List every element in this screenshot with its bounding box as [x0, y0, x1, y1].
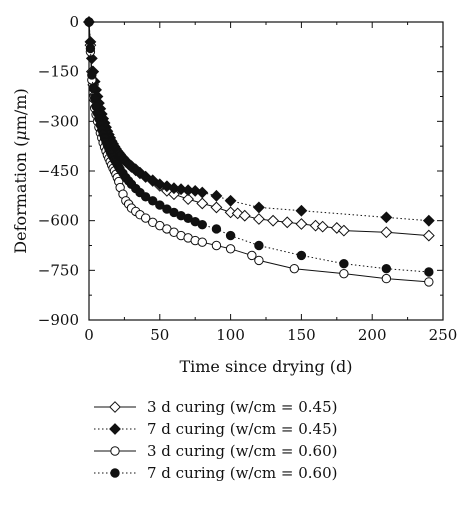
y-tick-label: −150	[38, 63, 79, 81]
data-point	[330, 222, 343, 234]
y-tick-label: −600	[38, 212, 79, 230]
data-point	[225, 244, 236, 254]
data-point	[281, 216, 294, 229]
data-point	[289, 263, 300, 274]
data-point	[211, 224, 222, 234]
legend-marker	[109, 423, 121, 435]
data-point	[84, 17, 94, 27]
data-point	[168, 182, 180, 195]
data-point	[381, 263, 392, 274]
legend-label: 3 d curing (w/cm = 0.45)	[147, 398, 337, 416]
legend-item: 7 d curing (w/cm = 0.45)	[94, 420, 337, 438]
data-point	[380, 211, 393, 224]
data-point	[225, 230, 236, 241]
data-point	[85, 52, 98, 65]
data-point	[168, 188, 180, 201]
data-point	[140, 192, 151, 202]
data-point	[140, 213, 151, 223]
legend-marker	[110, 468, 120, 478]
y-tick-label: −750	[38, 261, 79, 279]
data-point	[267, 214, 279, 227]
data-point	[196, 186, 209, 199]
legend-item: 7 d curing (w/cm = 0.60)	[94, 464, 337, 482]
legend-label: 3 d curing (w/cm = 0.60)	[147, 442, 337, 460]
y-axis-title-prefix: Deformation (	[11, 141, 30, 254]
x-tick-label: 150	[287, 326, 316, 344]
y-tick-label: −450	[38, 162, 79, 180]
data-point	[316, 220, 329, 233]
series-layer	[83, 16, 435, 287]
data-point	[155, 200, 165, 210]
data-point	[339, 268, 349, 279]
data-point	[175, 183, 187, 196]
data-point	[424, 267, 434, 277]
data-point	[224, 206, 237, 219]
series-line	[88, 21, 429, 273]
x-axis-title: Time since drying (d)	[179, 357, 352, 376]
x-tick-label: 250	[429, 326, 458, 344]
data-point	[210, 201, 223, 214]
y-axis-title-mu: μ	[11, 130, 30, 140]
data-point	[182, 193, 195, 206]
x-tick-label: 100	[216, 326, 245, 344]
axis-ticks: 0 50 100 150 200 250 0 −150 −300 −450 −600 −750 −900	[38, 13, 458, 344]
data-point	[253, 213, 265, 225]
y-tick-label: −900	[38, 311, 79, 329]
data-point	[380, 226, 393, 239]
data-point	[424, 277, 434, 287]
data-point	[224, 194, 237, 207]
data-point	[253, 201, 265, 214]
y-tick-label: −300	[38, 112, 79, 130]
data-point	[254, 255, 264, 266]
legend-label: 7 d curing (w/cm = 0.45)	[147, 420, 337, 438]
x-tick-label: 0	[84, 326, 94, 344]
data-point	[85, 43, 96, 54]
series-4	[84, 17, 434, 277]
legend-marker	[109, 401, 121, 413]
data-point	[422, 229, 435, 242]
x-tick-label: 50	[150, 326, 169, 344]
legend: 3 d curing (w/cm = 0.45) 7 d curing (w/cm…	[94, 398, 337, 482]
data-point	[247, 250, 257, 261]
data-point	[148, 196, 158, 206]
data-point	[381, 273, 392, 284]
data-point	[197, 219, 207, 230]
legend-item: 3 d curing (w/cm = 0.60)	[94, 442, 337, 460]
y-axis-title: Deformation (μm/m)	[11, 88, 30, 253]
data-point	[196, 197, 209, 210]
data-point	[210, 189, 223, 202]
x-tick-label: 200	[358, 326, 387, 344]
data-point	[295, 218, 308, 230]
data-point	[182, 184, 195, 197]
data-point	[295, 204, 308, 217]
data-point	[238, 209, 251, 222]
data-point	[339, 259, 349, 269]
y-axis-title-suffix: m/m)	[11, 88, 30, 130]
data-point	[254, 240, 264, 251]
data-point	[197, 237, 207, 247]
data-point	[422, 214, 435, 227]
data-point	[88, 83, 98, 93]
legend-marker	[110, 446, 120, 456]
data-point	[337, 224, 350, 237]
data-point	[296, 250, 307, 261]
data-point	[87, 70, 97, 80]
legend-item: 3 d curing (w/cm = 0.45)	[94, 398, 337, 416]
y-tick-label: 0	[69, 13, 79, 31]
data-point	[211, 240, 222, 251]
legend-label: 7 d curing (w/cm = 0.60)	[147, 464, 337, 482]
data-point	[89, 93, 100, 103]
data-point	[309, 219, 322, 232]
